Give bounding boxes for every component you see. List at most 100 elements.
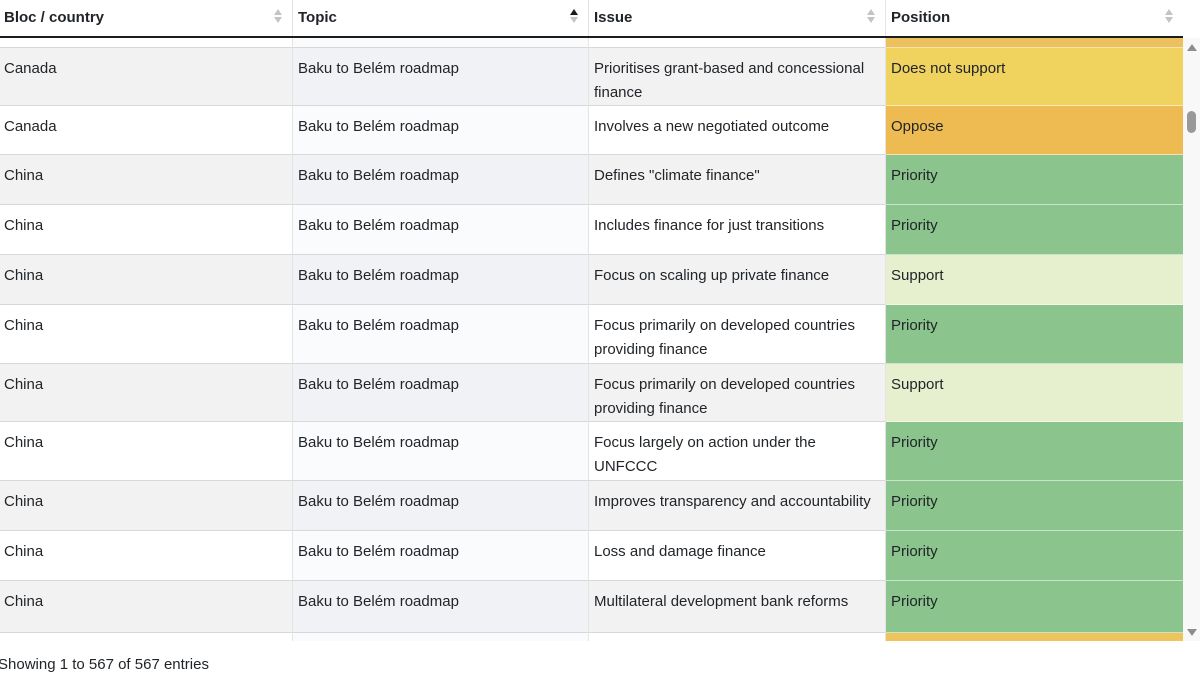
cell-text-bloc: China	[4, 493, 44, 510]
cell-text-position: Oppose	[891, 118, 944, 135]
column-header-topic[interactable]: Topic	[293, 0, 589, 36]
cell-issue: Focus largely on action under the UNFCCC	[589, 422, 886, 481]
cell-text-issue: Loss and damage finance	[594, 543, 766, 560]
column-header-bloc-country[interactable]: Bloc / country	[0, 0, 293, 36]
cell-issue: Defines "climate finance"	[589, 155, 886, 205]
scrollbar-thumb[interactable]	[1187, 111, 1196, 133]
cell-text-bloc: China	[4, 543, 44, 560]
column-header-issue[interactable]: Issue	[589, 0, 886, 36]
cell-text-position: Priority	[891, 493, 938, 510]
cell-topic: Baku to Belém roadmap	[293, 422, 589, 481]
cell-text-topic: Baku to Belém roadmap	[298, 543, 459, 560]
cell-topic: Baku to Belém roadmap	[293, 205, 589, 255]
cell-text-bloc: China	[4, 593, 44, 610]
scroll-down-icon	[1186, 628, 1197, 636]
cell-text-topic: Baku to Belém roadmap	[298, 493, 459, 510]
cell-pos: Support	[886, 255, 1183, 305]
cell-text-issue: Involves a new negotiated outcome	[594, 118, 830, 135]
cell-pos: Priority	[886, 305, 1183, 364]
cell-text-issue: Focus primarily on developed countries p…	[594, 317, 855, 358]
column-header-position[interactable]: Position	[886, 0, 1183, 36]
cell-issue: Focus primarily on developed countries p…	[589, 364, 886, 422]
cell-text-bloc: Canada	[4, 60, 57, 77]
cell-pos	[886, 633, 1183, 641]
sort-icon	[867, 9, 875, 23]
cell-text-position: Priority	[891, 317, 938, 334]
cell-topic: Baku to Belém roadmap	[293, 106, 589, 155]
cell-text-position: Priority	[891, 434, 938, 451]
table-row: China Baku to Belém roadmap Loss and damag…	[0, 531, 1183, 581]
cell-topic: Baku to Belém roadmap	[293, 255, 589, 305]
cell-bloc	[0, 633, 293, 641]
cell-bloc: China	[0, 531, 293, 581]
cell-text-issue: Defines "climate finance"	[594, 167, 760, 184]
cell-issue	[589, 38, 886, 48]
cell-text-issue: Prioritises grant-based and concessional…	[594, 60, 865, 101]
cell-text-topic: Baku to Belém roadmap	[298, 317, 459, 334]
cell-text-topic: Baku to Belém roadmap	[298, 167, 459, 184]
cell-text-position: Priority	[891, 167, 938, 184]
cell-bloc: China	[0, 581, 293, 633]
cell-issue: Focus on scaling up private finance	[589, 255, 886, 305]
sort-icon	[1165, 9, 1173, 23]
vertical-scrollbar[interactable]	[1183, 38, 1200, 641]
scroll-up-button[interactable]	[1183, 40, 1200, 54]
table-header-row: Bloc / country Topic Issue Position	[0, 0, 1183, 38]
table-row: China Baku to Belém roadmap Includes finan…	[0, 205, 1183, 255]
cell-pos: Priority	[886, 531, 1183, 581]
cell-text-topic: Baku to Belém roadmap	[298, 376, 459, 393]
cell-topic: Baku to Belém roadmap	[293, 531, 589, 581]
cell-topic: Baku to Belém roadmap	[293, 305, 589, 364]
cell-text-topic: Baku to Belém roadmap	[298, 217, 459, 234]
cell-topic: Baku to Belém roadmap	[293, 48, 589, 106]
cell-pos: Priority	[886, 155, 1183, 205]
cell-text-issue: Focus largely on action under the UNFCCC	[594, 434, 816, 475]
cell-topic: Baku to Belém roadmap	[293, 481, 589, 531]
cell-pos: Priority	[886, 205, 1183, 255]
column-header-label: Topic	[298, 9, 337, 26]
table-row: Canada Baku to Belém roadmap Involves a ne…	[0, 106, 1183, 155]
cell-bloc: China	[0, 364, 293, 422]
sort-ascending-icon	[570, 9, 578, 23]
table-body: Canada Baku to Belém roadmap Prioritises g…	[0, 38, 1183, 641]
scroll-up-icon	[1186, 43, 1197, 51]
cell-pos: Oppose	[886, 106, 1183, 155]
cell-text-bloc: China	[4, 217, 44, 234]
cell-topic	[293, 38, 589, 48]
cell-text-issue: Includes finance for just transitions	[594, 217, 825, 234]
column-header-label: Bloc / country	[4, 9, 105, 26]
cell-bloc: China	[0, 481, 293, 531]
cell-topic: Baku to Belém roadmap	[293, 364, 589, 422]
cell-text-position: Priority	[891, 543, 938, 560]
cell-pos: Support	[886, 364, 1183, 422]
table-row-partial-bottom	[0, 633, 1183, 641]
cell-text-issue: Focus on scaling up private finance	[594, 267, 830, 284]
table-row: China Baku to Belém roadmap Defines "clima…	[0, 155, 1183, 205]
cell-bloc: China	[0, 155, 293, 205]
scroll-down-button[interactable]	[1183, 625, 1200, 639]
cell-issue: Multilateral development bank reforms	[589, 581, 886, 633]
cell-issue: Involves a new negotiated outcome	[589, 106, 886, 155]
table-row-partial-top	[0, 38, 1183, 48]
cell-bloc: China	[0, 255, 293, 305]
cell-pos: Priority	[886, 422, 1183, 481]
cell-text-topic: Baku to Belém roadmap	[298, 60, 459, 77]
cell-text-bloc: Canada	[4, 118, 57, 135]
cell-text-bloc: China	[4, 434, 44, 451]
cell-pos: Does not support	[886, 48, 1183, 106]
cell-pos: Priority	[886, 581, 1183, 633]
cell-bloc: China	[0, 305, 293, 364]
cell-text-topic: Baku to Belém roadmap	[298, 593, 459, 610]
cell-text-topic: Baku to Belém roadmap	[298, 267, 459, 284]
column-header-label: Issue	[594, 9, 633, 26]
cell-pos	[886, 38, 1183, 48]
table-row: China Baku to Belém roadmap Focus primaril…	[0, 305, 1183, 364]
cell-bloc: China	[0, 205, 293, 255]
table-row: China Baku to Belém roadmap Focus largely …	[0, 422, 1183, 481]
cell-text-topic: Baku to Belém roadmap	[298, 434, 459, 451]
cell-text-topic: Baku to Belém roadmap	[298, 118, 459, 135]
cell-text-issue: Focus primarily on developed countries p…	[594, 376, 855, 417]
cell-pos: Priority	[886, 481, 1183, 531]
sort-icon	[274, 9, 282, 23]
